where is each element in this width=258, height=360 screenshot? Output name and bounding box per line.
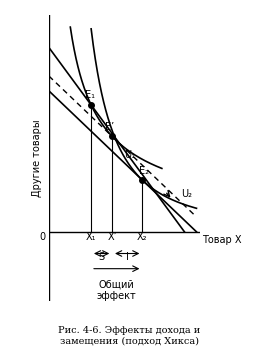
Text: X₁: X₁: [86, 233, 96, 243]
Text: U₁: U₁: [124, 150, 135, 160]
Text: E₂: E₂: [139, 166, 149, 176]
Text: 0: 0: [40, 233, 46, 243]
Text: E’: E’: [104, 122, 114, 132]
Text: Другие товары: Другие товары: [32, 119, 42, 197]
Text: Рис. 4-6. Эффекты дохода и
замещения (подход Хикса): Рис. 4-6. Эффекты дохода и замещения (по…: [58, 326, 200, 346]
Text: X₂: X₂: [137, 233, 148, 243]
Text: E₁: E₁: [85, 90, 95, 100]
Text: S: S: [99, 252, 105, 262]
Text: Общий
эффект: Общий эффект: [97, 279, 136, 301]
Text: U₂: U₂: [181, 189, 192, 199]
Text: Товар X: Товар X: [203, 235, 242, 246]
Text: I: I: [126, 252, 129, 262]
Text: X’: X’: [107, 233, 117, 243]
